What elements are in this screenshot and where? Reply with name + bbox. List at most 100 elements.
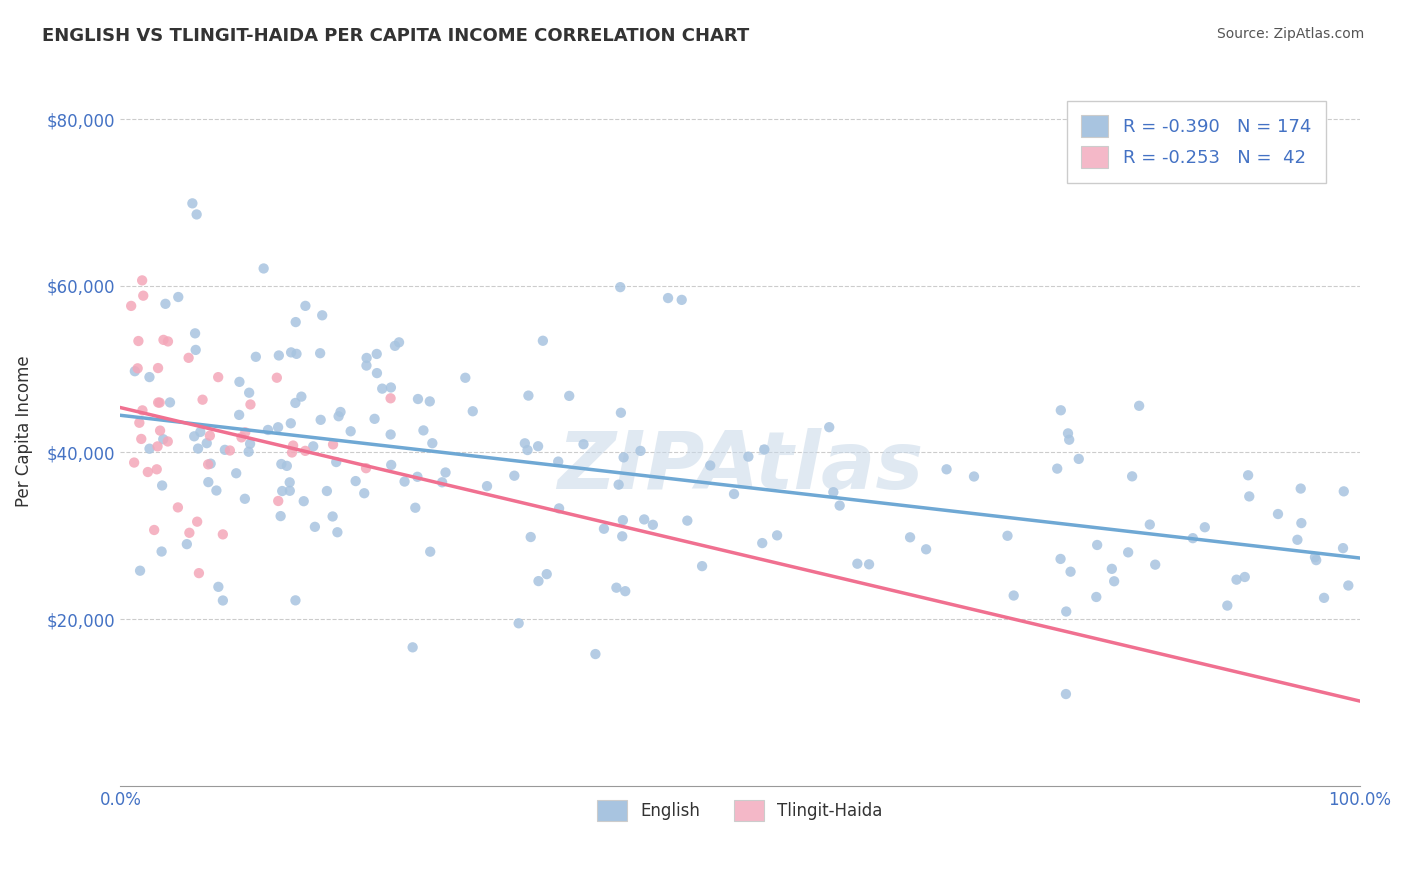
Point: [176, 537, 198, 551]
Point: [404, 500, 426, 515]
Point: [211, 527, 233, 541]
Point: [1085, 538, 1108, 552]
Point: [1002, 589, 1025, 603]
Point: [1305, 553, 1327, 567]
Point: [657, 291, 679, 305]
Point: [200, 457, 222, 471]
Point: [406, 392, 429, 406]
Point: [363, 412, 385, 426]
Point: [915, 542, 938, 557]
Point: [280, 417, 302, 431]
Point: [302, 439, 325, 453]
Text: ZIPAtlas: ZIPAtlas: [557, 428, 924, 506]
Point: [527, 574, 550, 588]
Point: [326, 525, 349, 540]
Point: [1101, 562, 1123, 576]
Point: [167, 500, 190, 515]
Point: [1337, 578, 1360, 592]
Point: [150, 544, 173, 558]
Point: [146, 439, 169, 453]
Point: [285, 347, 308, 361]
Point: [1233, 570, 1256, 584]
Point: [1291, 516, 1313, 530]
Point: [1225, 573, 1247, 587]
Point: [519, 530, 541, 544]
Point: [138, 370, 160, 384]
Point: [1139, 517, 1161, 532]
Point: [517, 388, 540, 402]
Point: [1303, 550, 1326, 565]
Point: [187, 566, 209, 581]
Point: [143, 523, 166, 537]
Point: [766, 528, 789, 542]
Point: [548, 501, 571, 516]
Point: [558, 389, 581, 403]
Point: [1054, 605, 1077, 619]
Point: [156, 334, 179, 349]
Point: [1116, 545, 1139, 559]
Point: [146, 395, 169, 409]
Point: [155, 297, 177, 311]
Point: [145, 462, 167, 476]
Point: [186, 207, 208, 221]
Point: [356, 359, 378, 373]
Point: [186, 515, 208, 529]
Point: [195, 436, 218, 450]
Point: [322, 437, 344, 451]
Point: [159, 395, 181, 409]
Point: [219, 443, 242, 458]
Point: [430, 475, 453, 490]
Point: [238, 385, 260, 400]
Point: [527, 439, 550, 453]
Point: [420, 436, 443, 450]
Point: [613, 450, 636, 465]
Point: [610, 406, 633, 420]
Point: [366, 347, 388, 361]
Text: ENGLISH VS TLINGIT-HAIDA PER CAPITA INCOME CORRELATION CHART: ENGLISH VS TLINGIT-HAIDA PER CAPITA INCO…: [42, 27, 749, 45]
Point: [197, 458, 219, 472]
Point: [1331, 541, 1354, 555]
Point: [1181, 531, 1204, 545]
Point: [128, 416, 150, 430]
Point: [129, 564, 152, 578]
Point: [212, 593, 235, 607]
Point: [325, 455, 347, 469]
Point: [149, 424, 172, 438]
Point: [1054, 687, 1077, 701]
Point: [366, 366, 388, 380]
Point: [188, 425, 211, 439]
Point: [612, 529, 634, 543]
Point: [198, 428, 221, 442]
Point: [270, 509, 292, 524]
Point: [513, 436, 536, 450]
Point: [754, 442, 776, 457]
Point: [1333, 484, 1355, 499]
Point: [280, 345, 302, 359]
Point: [329, 405, 352, 419]
Point: [167, 290, 190, 304]
Point: [406, 470, 429, 484]
Point: [131, 403, 153, 417]
Point: [184, 326, 207, 341]
Point: [292, 494, 315, 508]
Point: [963, 469, 986, 483]
Point: [536, 567, 558, 582]
Point: [328, 409, 350, 424]
Point: [239, 397, 262, 411]
Point: [233, 491, 256, 506]
Point: [605, 581, 627, 595]
Point: [388, 335, 411, 350]
Point: [823, 485, 845, 500]
Point: [124, 364, 146, 378]
Point: [127, 361, 149, 376]
Point: [633, 512, 655, 526]
Point: [149, 395, 172, 409]
Point: [278, 483, 301, 498]
Point: [1085, 590, 1108, 604]
Point: [270, 457, 292, 471]
Point: [152, 333, 174, 347]
Point: [898, 530, 921, 544]
Point: [207, 370, 229, 384]
Point: [1059, 565, 1081, 579]
Point: [181, 196, 204, 211]
